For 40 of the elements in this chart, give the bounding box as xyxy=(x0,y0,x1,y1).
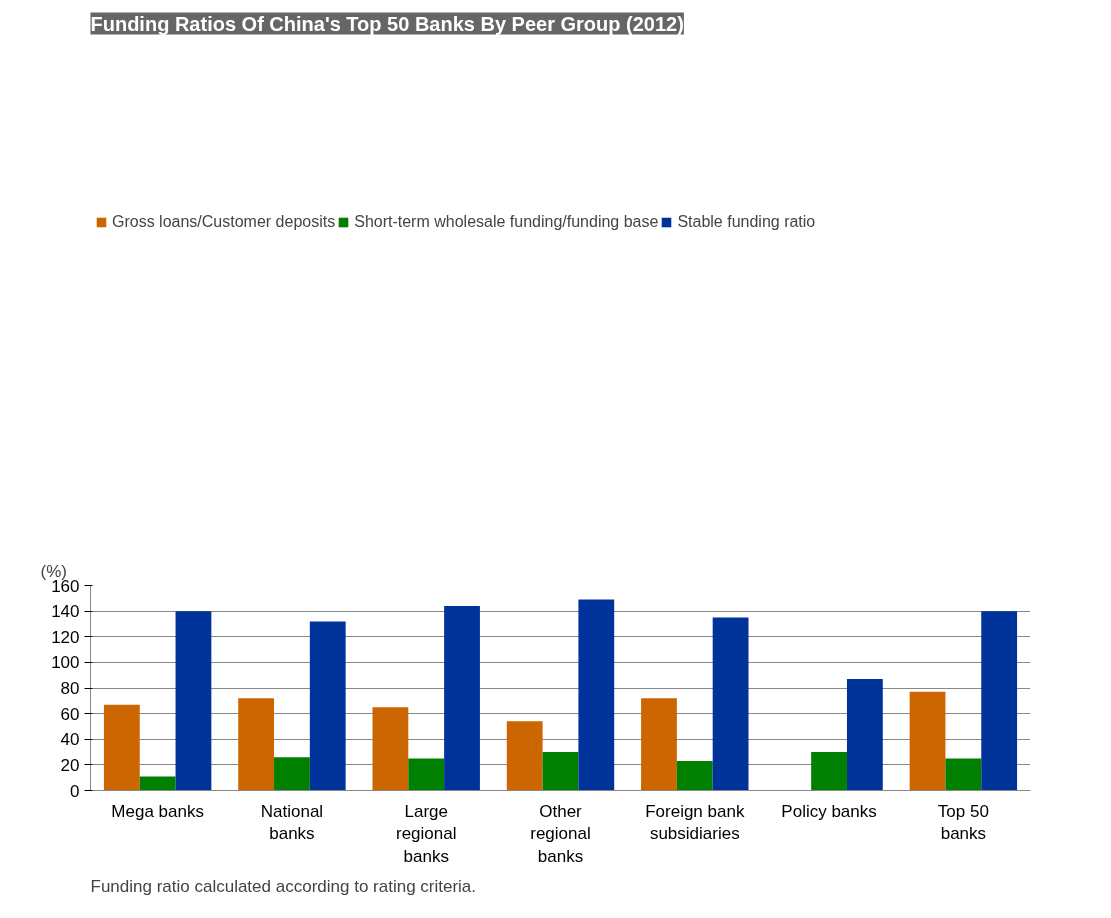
bar xyxy=(578,599,615,791)
bar xyxy=(981,611,1018,791)
bar xyxy=(408,758,445,791)
y-tick-label: 0 xyxy=(70,781,80,801)
bar xyxy=(909,691,946,791)
bar xyxy=(444,606,480,791)
x-tick-label: Large regional banks xyxy=(395,801,457,867)
x-tick-label: National banks xyxy=(260,801,324,844)
legend-label: Stable funding ratio xyxy=(677,213,816,231)
bar xyxy=(103,704,140,791)
x-tick-label: Policy banks xyxy=(781,801,877,821)
bar xyxy=(542,752,579,791)
bar xyxy=(238,698,275,791)
legend-label: Gross loans/Customer deposits xyxy=(112,213,336,231)
y-tick-label: 60 xyxy=(60,704,80,724)
y-tick-label: 40 xyxy=(60,730,80,750)
x-tick-label: Top 50 banks xyxy=(937,801,989,844)
bar xyxy=(811,752,847,791)
text: Funding ratio calculated according to rating criteria. xyxy=(90,876,477,896)
y-tick-label: 80 xyxy=(60,679,80,698)
bar xyxy=(712,617,749,791)
bar xyxy=(175,611,212,791)
x-tick-label: Other regional banks xyxy=(530,801,591,867)
bar xyxy=(372,707,409,791)
y-tick-label: 140 xyxy=(51,602,80,622)
bar xyxy=(274,757,310,791)
x-tick-label: Foreign bank subsidiaries xyxy=(645,801,745,844)
y-tick-label: 120 xyxy=(51,627,80,647)
x-tick-label: Mega banks xyxy=(111,801,204,821)
bar xyxy=(846,679,883,791)
bar xyxy=(506,721,543,791)
bar xyxy=(641,698,677,791)
bar xyxy=(676,761,713,791)
bar xyxy=(945,758,982,791)
y-tick-label: 20 xyxy=(60,755,80,775)
y-tick-label: 100 xyxy=(51,653,80,673)
bar xyxy=(139,776,176,791)
legend-label: Short-term wholesale funding/funding base xyxy=(354,213,659,231)
chart-title: Funding Ratios Of China's Top 50 Banks By Peer Group (2012) xyxy=(90,12,684,35)
bar xyxy=(309,621,346,791)
